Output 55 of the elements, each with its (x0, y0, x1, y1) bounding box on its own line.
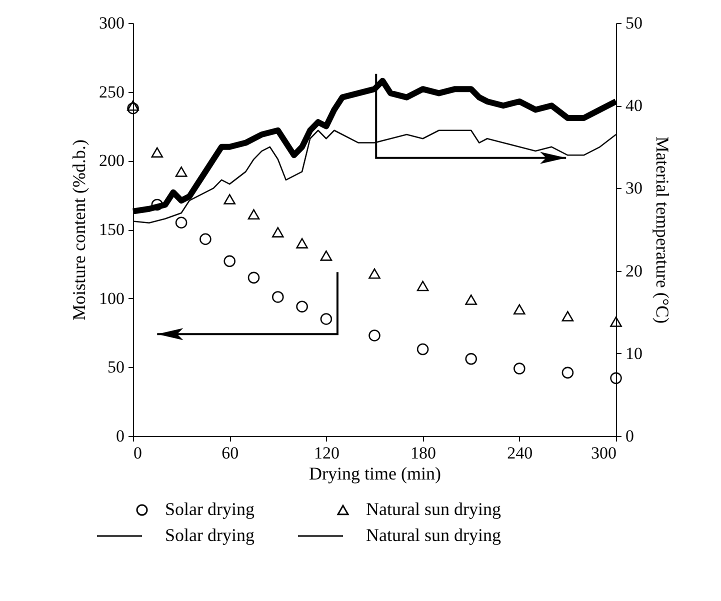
y2-tick-label: 10 (626, 344, 642, 363)
point (248, 209, 260, 220)
x-tick-label: 120 (314, 444, 340, 462)
point (465, 353, 477, 365)
y-tick-label: 250 (99, 82, 124, 102)
y2-tick-label: 30 (626, 178, 642, 198)
y-tick-label: 100 (99, 288, 124, 308)
legend-label: Natural sun drying (366, 499, 501, 519)
point (610, 316, 622, 327)
point (248, 272, 260, 284)
y-axis-title: Moisture content (%d.b.) (69, 140, 89, 320)
point (368, 268, 380, 279)
point (416, 343, 429, 356)
point (272, 291, 284, 303)
point (151, 147, 164, 158)
legend-label: Natural sun drying (366, 525, 501, 545)
point (320, 313, 332, 325)
point (151, 198, 164, 211)
point (368, 330, 380, 342)
legend-label: Solar drying (165, 499, 254, 519)
y2-tick-label: 0 (626, 426, 634, 446)
point (514, 362, 526, 374)
point (416, 280, 429, 292)
point (296, 238, 308, 248)
y2-tick-label: 40 (626, 96, 642, 116)
y-tick-label: 200 (99, 151, 124, 170)
point (127, 102, 139, 114)
point (562, 366, 574, 379)
point (320, 250, 332, 261)
point (562, 311, 574, 322)
x-tick-label: 300 (591, 444, 616, 462)
point (224, 255, 236, 268)
x-tick-label: 60 (222, 444, 239, 462)
point (127, 100, 139, 111)
x-axis-title: Drying time (min) (309, 464, 441, 484)
y2-tick-label: 50 (626, 14, 642, 32)
point (610, 372, 622, 384)
x-tick-label: 240 (507, 444, 533, 462)
x-tick-label: 180 (410, 444, 436, 462)
point (272, 227, 284, 238)
y-tick-label: 50 (108, 358, 124, 377)
point (200, 233, 212, 246)
legend-label: Solar drying (165, 525, 254, 545)
point (224, 194, 236, 204)
y-tick-label: 300 (99, 14, 124, 32)
point (175, 216, 188, 228)
y2-axis-title: Material temperature (°C) (652, 136, 672, 324)
point (465, 294, 477, 305)
y-tick-label: 150 (99, 220, 124, 239)
y2-tick-label: 20 (626, 261, 642, 280)
x-tick-label: 0 (134, 444, 142, 462)
point (175, 166, 188, 177)
y-tick-label: 0 (116, 426, 124, 446)
point (296, 300, 308, 312)
point (514, 304, 526, 315)
